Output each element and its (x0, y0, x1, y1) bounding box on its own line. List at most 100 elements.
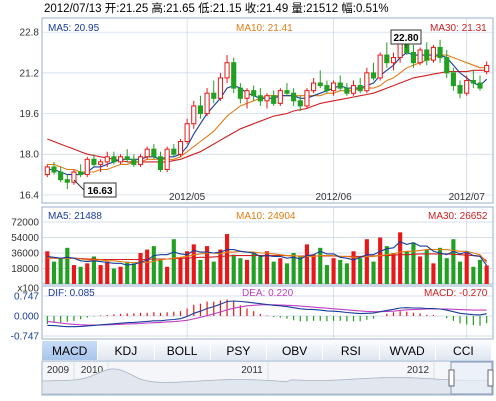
candle-body (171, 148, 177, 155)
volume-bar (331, 258, 336, 284)
candle-body (297, 100, 303, 107)
candle-body (444, 57, 450, 74)
volume-bar (198, 259, 203, 284)
volume-bar (284, 263, 290, 284)
candle-body (430, 46, 436, 61)
dea-label: DEA: 0.220 (242, 288, 294, 299)
macd-label: MACD: -0.270 (424, 288, 488, 299)
price-x-axis: 2012/05 2012/06 2012/07 (169, 192, 485, 203)
tab-wvad[interactable]: WVAD (379, 341, 436, 360)
extreme-callouts: 22.80 16.63 (73, 29, 422, 198)
candle-body (151, 148, 157, 158)
candle-body (251, 90, 257, 97)
candle-body (464, 79, 470, 94)
volume-bar (324, 265, 329, 284)
volume-ytick: 36000 (11, 249, 39, 260)
volume-y-axis: 72000 54000 36000 18000 x100 (11, 218, 39, 295)
volume-bar (138, 253, 143, 284)
candle-body (291, 92, 297, 102)
volume-bar (78, 266, 83, 284)
candle-body (98, 161, 104, 165)
volume-bar (338, 259, 343, 284)
tab-cci[interactable]: CCI (435, 341, 492, 360)
price-y-axis: 22.8 21.2 19.6 18.0 16.4 (20, 28, 40, 202)
tab-obv[interactable]: OBV (267, 341, 324, 360)
volume-bar (424, 249, 429, 284)
volume-bar (51, 261, 57, 284)
volume-bar (205, 246, 210, 284)
candle-body (477, 82, 483, 89)
volume-bar (278, 258, 283, 284)
tab-rsi[interactable]: RSI (323, 341, 380, 360)
low-callout: 16.63 (87, 186, 112, 197)
volume-bar (211, 261, 216, 284)
candle-body (337, 82, 343, 89)
price-ytick: 18.0 (20, 150, 40, 161)
volume-bar (258, 256, 263, 284)
volume-bar (351, 251, 356, 284)
candles (44, 32, 490, 190)
tab-psy[interactable]: PSY (210, 341, 267, 360)
candle-body (157, 156, 164, 170)
price-ytick: 22.8 (20, 28, 40, 39)
navigator-window[interactable] (450, 361, 493, 395)
volume-bar (218, 249, 223, 284)
quote-header: 2012/07/13 开:21.25 高:21.65 低:21.15 收:21.… (44, 1, 389, 15)
candle-body (137, 156, 144, 165)
candle-body (104, 156, 110, 163)
candle-body (410, 52, 417, 64)
volume-bar (171, 239, 176, 284)
tab-macd[interactable]: MACD (42, 341, 99, 360)
candle-body (91, 158, 97, 165)
candle-body (184, 123, 190, 143)
candle-body (244, 90, 250, 99)
volume-bar (165, 266, 170, 284)
candle-body (237, 87, 243, 99)
volume-bar (344, 263, 349, 284)
navigator-year: 2010 (81, 365, 104, 376)
candle-body (164, 148, 170, 170)
volume-bar (58, 258, 63, 284)
tab-kdj[interactable]: KDJ (98, 341, 155, 360)
volume-bar (131, 263, 136, 284)
volume-bar (404, 251, 409, 284)
volume-bar (358, 258, 363, 284)
price-xtick: 2012/06 (315, 192, 352, 203)
volume-bar (85, 263, 90, 284)
volume-bar (191, 244, 196, 284)
candle-body (257, 95, 263, 102)
volume-bar (238, 258, 243, 284)
volume-bar (378, 237, 383, 284)
macd-panel (41, 285, 494, 340)
navigator-left-handle[interactable] (448, 369, 455, 387)
price-ytick: 21.2 (20, 68, 40, 79)
volume-bar (431, 263, 436, 284)
tab-boll[interactable]: BOLL (154, 341, 211, 360)
volume-bar (125, 261, 130, 284)
volume-bar (158, 259, 163, 284)
high-callout: 22.80 (393, 33, 418, 44)
volume-bar (411, 242, 416, 284)
navigator-right-handle[interactable] (487, 369, 494, 387)
volume-bar (185, 251, 190, 284)
candle-body (44, 166, 50, 176)
vol-ma10-line (47, 249, 488, 264)
volume-ytick: 18000 (11, 264, 39, 275)
candle-body (224, 62, 230, 79)
candle-body (364, 72, 370, 92)
candle-body (470, 79, 476, 84)
candle-body (117, 156, 124, 163)
volume-bar (251, 253, 256, 284)
candle-body (191, 105, 197, 125)
price-grid (42, 18, 493, 203)
candle-body (131, 158, 137, 165)
volume-bar (145, 249, 150, 284)
indicator-tabs: MACD KDJ BOLL PSY OBV RSI WVAD CCI (42, 341, 492, 360)
candle-body (317, 82, 323, 87)
candle-body (311, 82, 317, 92)
volume-bar (438, 247, 443, 284)
macd-histogram (46, 299, 488, 326)
candle-body (424, 49, 430, 61)
candle-body (111, 156, 117, 163)
